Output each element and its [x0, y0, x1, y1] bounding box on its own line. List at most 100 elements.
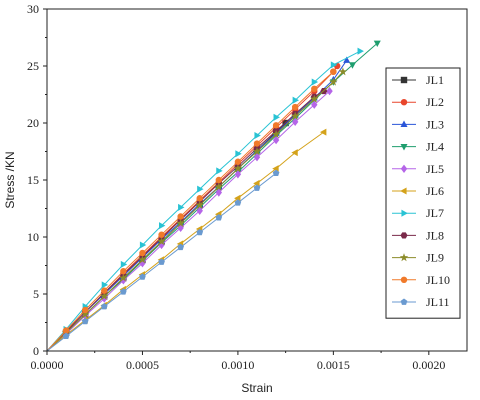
series-jl6	[46, 128, 327, 352]
legend-item-jl6: JL6	[392, 184, 444, 198]
data-point	[254, 132, 261, 140]
data-point	[326, 86, 333, 96]
legend-item-jl4: JL4	[392, 140, 444, 154]
data-point	[195, 200, 204, 209]
data-point	[196, 195, 203, 202]
data-point	[215, 214, 223, 221]
x-tick-label: 0.0015	[317, 358, 350, 372]
legend-item-jl5: JL5	[392, 162, 444, 176]
y-tick-label: 5	[33, 287, 39, 301]
legend-label: JL10	[426, 273, 450, 287]
legend-label: JL7	[426, 206, 444, 220]
series-layer	[46, 40, 381, 352]
y-tick-label: 15	[27, 173, 39, 187]
legend-marker	[400, 144, 408, 151]
data-point	[101, 287, 108, 294]
data-point	[100, 303, 108, 310]
legend-label: JL3	[426, 117, 444, 131]
data-point	[196, 228, 204, 236]
data-point	[216, 167, 223, 175]
data-point	[101, 281, 109, 289]
data-point	[373, 40, 381, 48]
legend-item-jl9: JL9	[392, 251, 444, 265]
x-tick-label: 0.0005	[126, 358, 159, 372]
data-point	[235, 150, 242, 158]
data-point	[330, 68, 337, 75]
legend-marker	[400, 99, 408, 106]
data-point	[120, 276, 127, 285]
data-point	[253, 153, 261, 162]
data-point	[290, 111, 300, 120]
x-axis-title: Strain	[241, 381, 272, 395]
legend-item-jl1: JL1	[392, 73, 444, 87]
data-point	[120, 288, 127, 295]
data-point	[272, 135, 280, 145]
data-point	[62, 327, 70, 334]
data-point	[215, 176, 223, 184]
data-point	[101, 294, 108, 303]
legend-box	[385, 67, 461, 319]
data-point	[311, 78, 319, 86]
data-point	[215, 188, 223, 197]
data-point	[291, 149, 298, 157]
data-point	[338, 67, 348, 76]
series-jl10	[46, 68, 337, 352]
legend-label: JL8	[426, 228, 444, 242]
data-point	[272, 169, 280, 177]
x-tick-label: 0.0020	[412, 358, 445, 372]
legend-marker	[400, 187, 407, 195]
data-point	[330, 61, 338, 69]
data-point	[120, 260, 128, 268]
data-point	[292, 96, 300, 104]
series-jl11	[46, 169, 280, 352]
legend-label: JL6	[426, 184, 444, 198]
legend-label: JL2	[426, 95, 444, 109]
axes: 0.0000 0.0005 0.0010 0.0015 0.0020 0 5 10 15 20 25…	[27, 2, 468, 372]
data-point	[291, 103, 299, 111]
legend-marker	[400, 76, 408, 84]
series-line-jl5	[46, 90, 330, 352]
data-point	[178, 203, 185, 211]
data-point	[139, 241, 147, 249]
legend-marker	[400, 276, 408, 283]
data-point	[329, 77, 338, 86]
data-point	[319, 128, 327, 136]
data-point	[196, 206, 203, 215]
data-point	[291, 117, 299, 127]
data-point	[310, 94, 319, 103]
data-point	[81, 306, 89, 314]
data-point	[273, 113, 280, 121]
data-point	[311, 100, 318, 109]
data-point	[357, 47, 364, 55]
legend-marker	[400, 298, 408, 305]
series-line-jl10	[46, 71, 334, 352]
series-jl5	[46, 86, 333, 352]
y-tick-label: 30	[27, 2, 39, 16]
data-point	[139, 249, 146, 257]
data-point	[158, 222, 166, 230]
y-tick-label: 25	[27, 59, 39, 73]
series-line-jl8	[46, 90, 325, 352]
data-point	[234, 199, 242, 206]
data-point	[311, 85, 318, 93]
legend-label: JL4	[426, 140, 444, 154]
data-point	[81, 317, 89, 325]
data-point	[272, 122, 280, 129]
legend-label: JL11	[426, 295, 450, 309]
data-point	[233, 164, 243, 173]
data-point	[62, 332, 70, 340]
data-point	[252, 147, 262, 156]
data-point	[100, 291, 109, 300]
legend-label: JL9	[426, 251, 444, 265]
data-point	[234, 158, 242, 165]
legend-item-jl10: JL10	[392, 273, 450, 287]
data-point	[271, 129, 281, 139]
data-point	[177, 213, 184, 220]
data-point	[348, 62, 356, 69]
data-point	[253, 140, 261, 147]
legend-item-jl8: JL8	[392, 228, 444, 242]
legend-item-jl2: JL2	[392, 95, 444, 109]
data-point	[139, 273, 146, 280]
data-point	[197, 185, 204, 193]
